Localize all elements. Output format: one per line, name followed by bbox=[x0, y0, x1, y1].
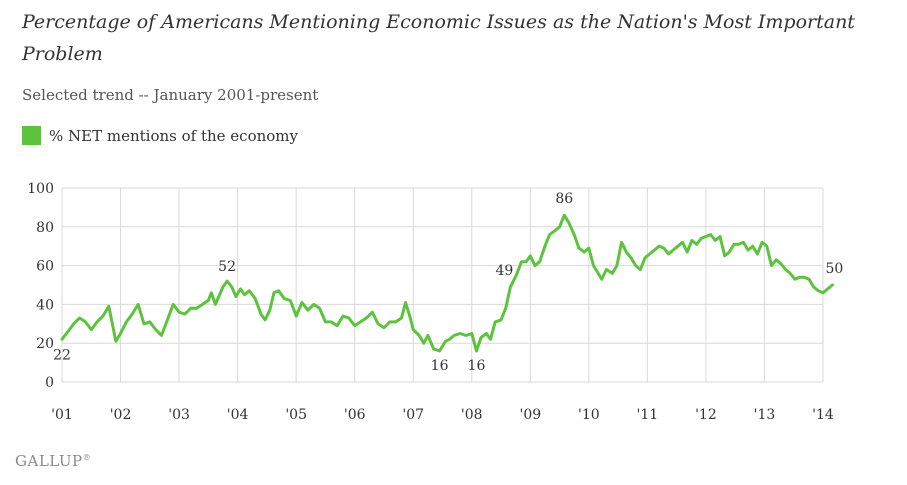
x-tick-label: '03 bbox=[168, 407, 190, 423]
x-tick-label: '12 bbox=[695, 407, 717, 423]
x-tick-label: '02 bbox=[110, 407, 132, 423]
y-tick-label: 80 bbox=[36, 220, 54, 236]
data-label: 52 bbox=[218, 259, 236, 275]
x-tick-label: '06 bbox=[344, 407, 366, 423]
y-tick-label: 40 bbox=[36, 297, 54, 313]
legend-label: % NET mentions of the economy bbox=[49, 126, 298, 145]
x-tick-label: '04 bbox=[227, 407, 249, 423]
x-tick-label: '11 bbox=[637, 407, 659, 423]
data-label: 22 bbox=[53, 347, 71, 363]
x-tick-label: '13 bbox=[754, 407, 776, 423]
chart-title: Percentage of Americans Mentioning Econo… bbox=[22, 11, 855, 65]
x-tick-label: '08 bbox=[461, 407, 483, 423]
data-label: 50 bbox=[825, 261, 843, 277]
y-tick-label: 0 bbox=[45, 375, 54, 391]
x-tick-label: '10 bbox=[578, 407, 600, 423]
y-tick-label: 20 bbox=[36, 336, 54, 352]
data-label: 16 bbox=[431, 358, 449, 374]
x-tick-label: '14 bbox=[812, 407, 834, 423]
x-tick-label: '01 bbox=[51, 407, 73, 423]
chart-subtitle: Selected trend -- January 2001-present bbox=[22, 86, 319, 104]
y-tick-label: 100 bbox=[27, 181, 54, 197]
x-tick-label: '07 bbox=[402, 407, 424, 423]
gallup-logo: GALLUP® bbox=[15, 452, 91, 470]
data-label: 49 bbox=[495, 263, 513, 279]
data-label: 86 bbox=[555, 191, 573, 207]
brand-mark: ® bbox=[82, 453, 92, 462]
series-line bbox=[60, 213, 834, 353]
data-label: 16 bbox=[468, 358, 486, 374]
x-tick-label: '05 bbox=[285, 407, 307, 423]
legend: % NET mentions of the economy bbox=[22, 126, 298, 145]
legend-swatch bbox=[22, 126, 41, 145]
y-tick-label: 60 bbox=[36, 259, 54, 275]
brand-name: GALLUP bbox=[15, 452, 83, 470]
x-tick-label: '09 bbox=[519, 407, 541, 423]
